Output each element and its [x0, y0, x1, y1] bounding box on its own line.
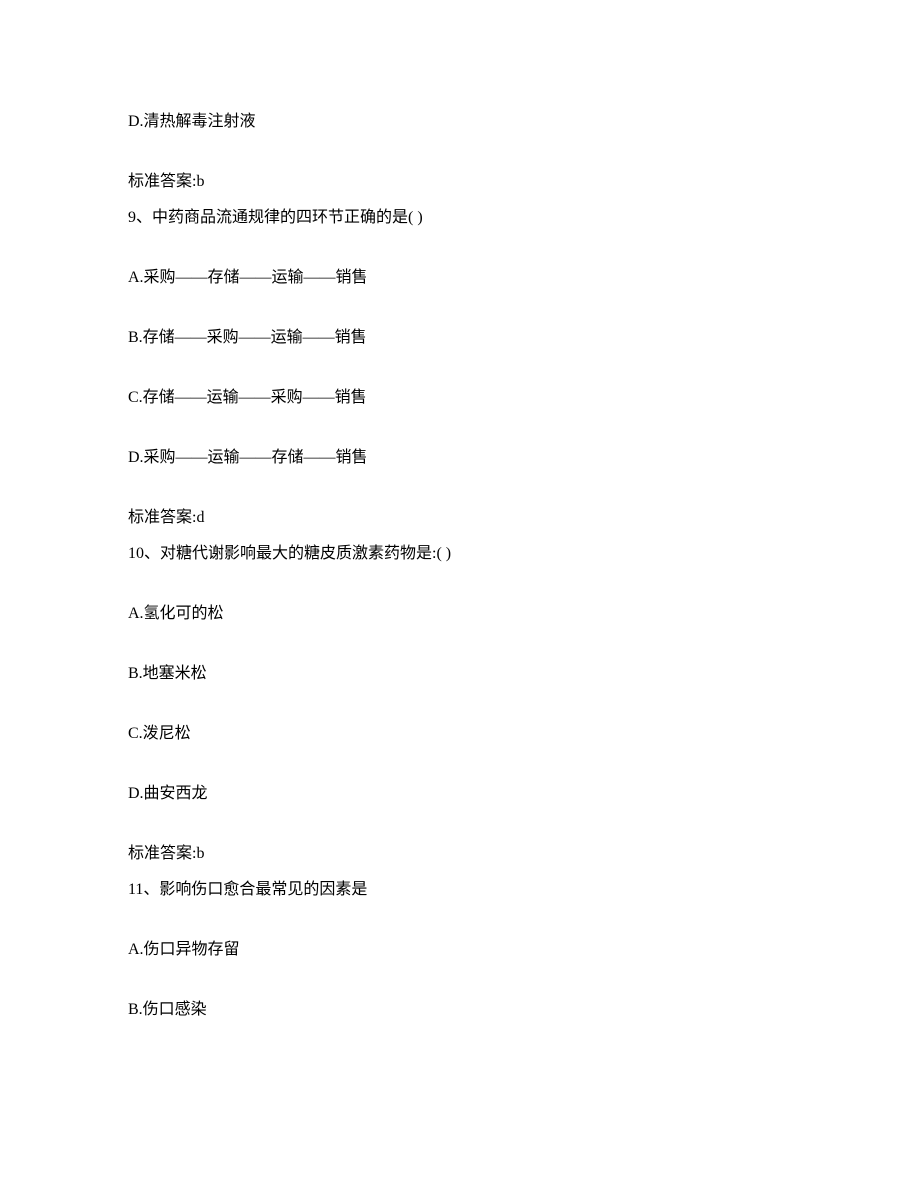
question-10: 10、对糖代谢影响最大的糖皮质激素药物是:( ) [128, 542, 792, 566]
option-10d: D.曲安西龙 [128, 782, 792, 806]
option-10b: B.地塞米松 [128, 662, 792, 686]
option-8d: D.清热解毒注射液 [128, 110, 792, 134]
answer-8: 标准答案:b [128, 170, 792, 194]
option-11b: B.伤口感染 [128, 998, 792, 1022]
option-9b: B.存储——采购——运输——销售 [128, 326, 792, 350]
option-9a: A.采购——存储——运输——销售 [128, 266, 792, 290]
question-11: 11、影响伤口愈合最常见的因素是 [128, 878, 792, 902]
question-9: 9、中药商品流通规律的四环节正确的是( ) [128, 206, 792, 230]
option-9d: D.采购——运输——存储——销售 [128, 446, 792, 470]
option-10a: A.氢化可的松 [128, 602, 792, 626]
answer-10: 标准答案:b [128, 842, 792, 866]
option-9c: C.存储——运输——采购——销售 [128, 386, 792, 410]
option-11a: A.伤口异物存留 [128, 938, 792, 962]
answer-9: 标准答案:d [128, 506, 792, 530]
option-10c: C.泼尼松 [128, 722, 792, 746]
